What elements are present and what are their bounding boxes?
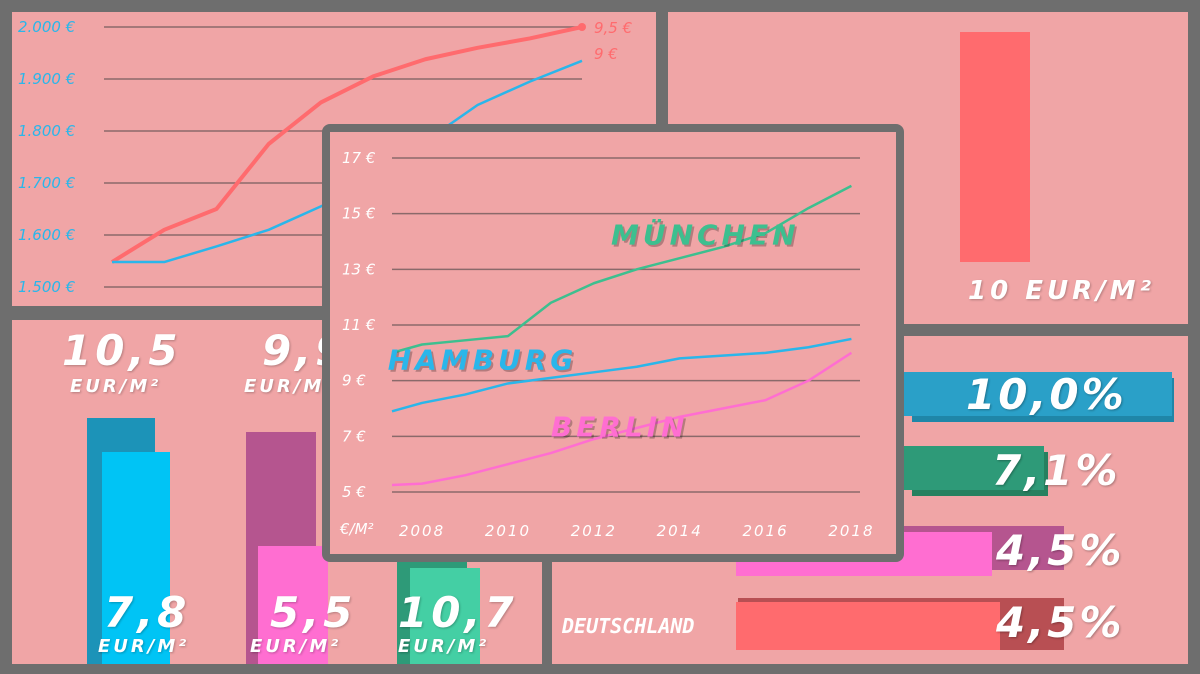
y-tick-label: 7 € [342,427,366,445]
bar-top-unit-2: EUR/M² [244,376,336,397]
series-label: BERLIN [551,410,689,443]
hbar-label-1: 10,0% [966,370,1127,419]
center-line-chart: 17 € 15 € 13 € 11 € 9 € 7 € 5 € €/M² 2008 2010 201… [339,149,874,540]
hbar-label-3: 4,5% [996,526,1125,575]
bar-pink [258,546,328,664]
hbar-category-4: DEUTSCHLAND [562,614,695,638]
bar-blue-light [102,452,170,664]
y-tick-label: 5 € [342,483,366,501]
y-tick-label: 17 € [342,149,376,167]
bar-top-unit-1: EUR/M² [70,376,162,397]
series-label-shadow: BERLIN [553,412,691,445]
top-left-line-chart: 2.000 € 1.900 € 1.800 € 1.700 € 1.600 € 1.500… [18,18,633,296]
hbar-1 [902,372,1172,416]
bar-bottom-value-2: 5,5 [270,588,357,637]
corner-unit-label: €/M² [339,520,374,538]
bar-bottom-unit-2: EUR/M² [250,636,342,657]
center-panel: 17 € 15 € 13 € 11 € 9 € 7 € 5 € €/M² 2008 2010 201… [330,132,896,554]
top-right-bar-label: 10 EUR/M² [968,276,1155,306]
hbar-label-4: 4,5% [996,598,1125,647]
x-tick-label: 2014 [657,522,703,540]
x-tick-label: 2010 [485,522,531,540]
hbar-2 [904,446,1044,490]
y-tick-label: 1.800 € [18,122,76,140]
x-tick-label: 2016 [742,522,788,540]
series-line-berlin [391,351,853,487]
series-end-point [578,23,586,31]
series-label: MÜNCHEN [611,217,800,251]
top-right-bar [960,32,1030,262]
y-tick-label: 13 € [342,260,376,278]
y-tick-label: 15 € [342,205,376,223]
y-tick-label: 11 € [342,316,376,334]
y-tick-label: 2.000 € [18,18,76,36]
bar-top-value-1: 10,5 [62,326,182,375]
right-tick-label: 9,5 € [594,19,633,37]
bar-bottom-unit-1: EUR/M² [98,636,190,657]
x-tick-label: 2008 [399,522,445,540]
y-tick-label: 1.500 € [18,278,76,296]
series-line-hamburg [391,337,852,413]
bar-bottom-value-3: 10,7 [398,588,518,637]
hbar-4 [736,602,1000,650]
right-tick-label: 9 € [594,45,618,63]
bar-bottom-unit-3: EUR/M² [398,636,490,657]
series-label-shadow: HAMBURG [390,346,580,379]
bar-bottom-value-1: 7,8 [104,588,191,637]
y-tick-label: 1.600 € [18,226,76,244]
series-line [110,25,583,264]
y-tick-label: 1.900 € [18,70,76,88]
y-tick-label: 1.700 € [18,174,76,192]
bar-green-light [410,568,480,664]
hbar-label-2: 7,1% [992,446,1121,495]
series-label: HAMBURG [388,344,578,377]
y-tick-label: 9 € [342,372,366,390]
x-tick-label: 2018 [828,522,874,540]
series-line-münchen [391,184,852,355]
series-label-shadow: MÜNCHEN [613,219,802,253]
x-tick-label: 2012 [571,522,617,540]
